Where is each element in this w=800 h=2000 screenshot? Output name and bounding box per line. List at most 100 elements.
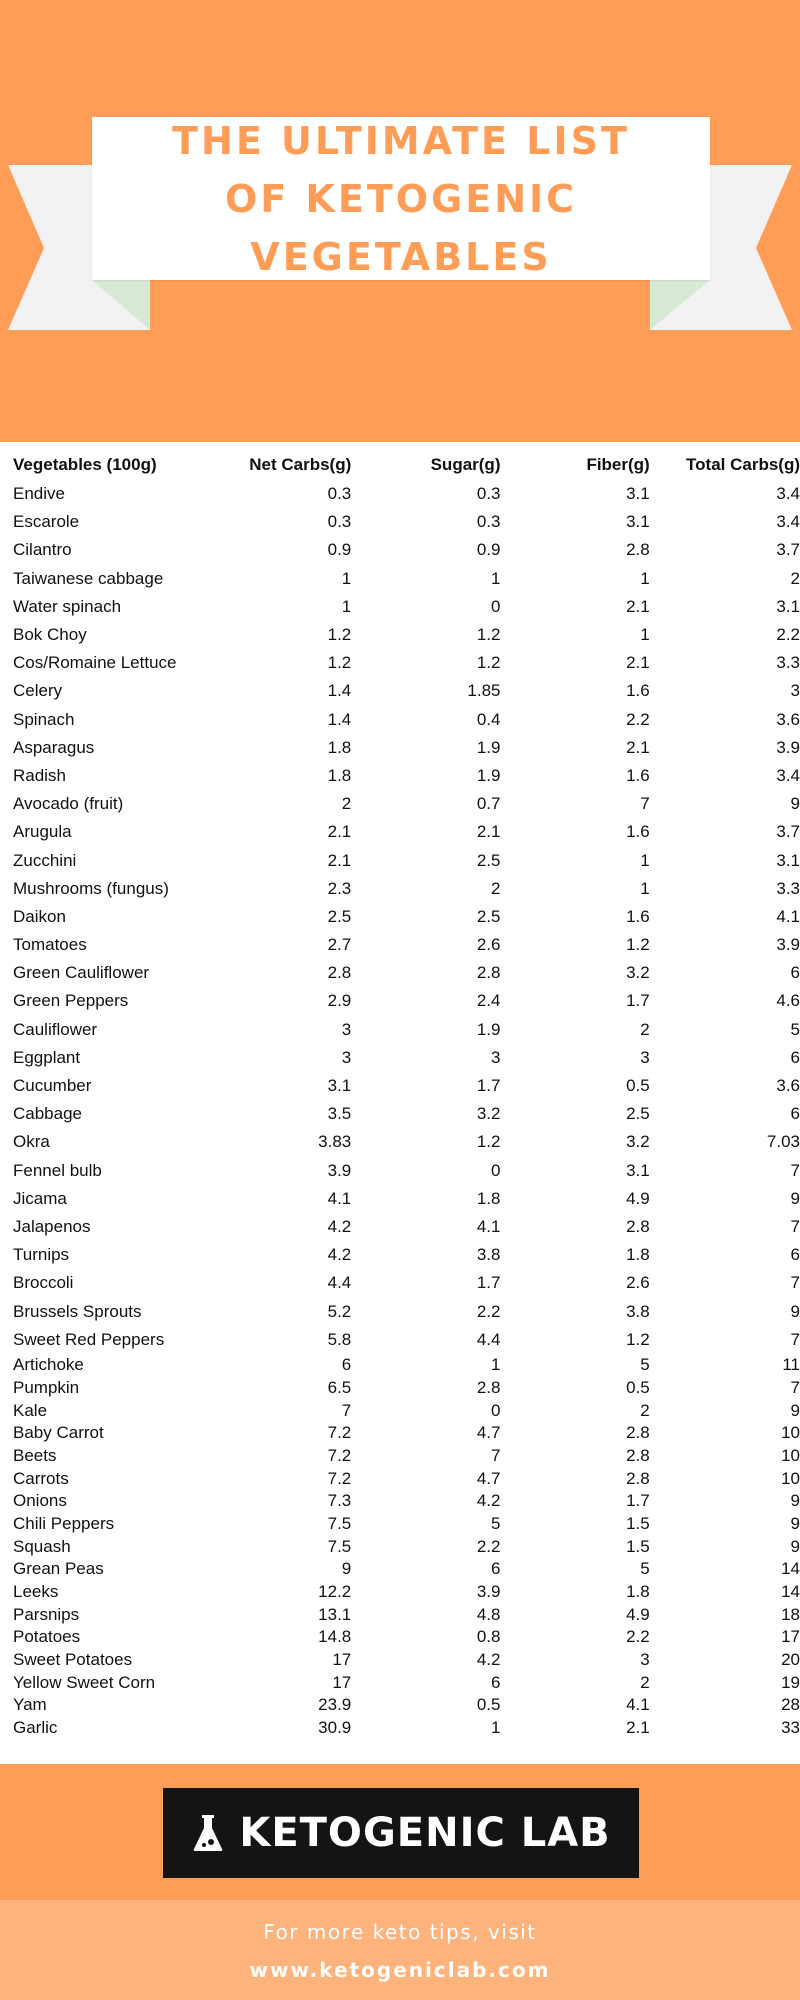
table-row: Jalapenos 4.2 4.1 2.8 7 (0, 1213, 800, 1241)
nutrient-value: 2.2 (476, 1301, 501, 1321)
vegetable-name: Zucchini (13, 850, 77, 870)
nutrient-value: 1 (491, 1355, 501, 1375)
nutrient-value: 4.7 (476, 1468, 501, 1488)
nutrient-value: 2.8 (476, 963, 501, 983)
vegetable-name: Cauliflower (13, 1019, 98, 1039)
nutrient-value: 17 (332, 1672, 352, 1692)
nutrient-value: 4.2 (327, 1245, 352, 1265)
nutrient-value: 3.4 (776, 512, 800, 532)
table-row: Sweet Red Peppers 5.8 4.4 1.2 7 (0, 1326, 800, 1354)
table-row: Spinach 1.4 0.4 2.2 3.6 (0, 706, 800, 734)
table-row: Cauliflower 3 1.9 2 5 (0, 1016, 800, 1044)
table-row: Baby Carrot 7.2 4.7 2.8 10 (0, 1422, 800, 1445)
table-row: Artichoke 6 1 5 11 (0, 1354, 800, 1377)
nutrient-value: 14 (781, 1559, 800, 1579)
nutrient-value: 9 (790, 1188, 800, 1208)
nutrient-value: 3.3 (776, 653, 800, 673)
nutrient-value: 4.2 (476, 1650, 501, 1670)
nutrient-value: 9 (790, 794, 800, 814)
nutrient-value: 6 (491, 1559, 501, 1579)
nutrient-value: 3.8 (476, 1245, 501, 1265)
vegetable-name: Squash (13, 1536, 71, 1556)
nutrient-value: 2.5 (476, 906, 501, 926)
nutrient-value: 5 (640, 1559, 650, 1579)
nutrient-value: 1 (640, 850, 650, 870)
nutrient-value: 1.8 (327, 737, 352, 757)
nutrient-value: 0.5 (626, 1377, 650, 1397)
nutrient-value: 28 (781, 1695, 800, 1715)
nutrient-value: 19 (781, 1672, 800, 1692)
nutrient-value: 2.5 (626, 1104, 650, 1124)
nutrient-value: 1.6 (626, 906, 650, 926)
nutrient-value: 1 (491, 568, 501, 588)
table-row: Jicama 4.1 1.8 4.9 9 (0, 1185, 800, 1213)
nutrient-value: 9 (790, 1536, 800, 1556)
vegetable-name: Endive (13, 484, 65, 504)
nutrient-value: 3.3 (776, 878, 800, 898)
table-row: Parsnips 13.1 4.8 4.9 18 (0, 1603, 800, 1626)
vegetable-name: Taiwanese cabbage (13, 568, 164, 588)
nutrient-value: 1.5 (626, 1513, 650, 1533)
nutrient-value: 3 (640, 1650, 650, 1670)
nutrient-value: 5.8 (327, 1329, 352, 1349)
nutrient-value: 5.2 (327, 1301, 352, 1321)
nutrient-value: 0.9 (476, 540, 501, 560)
nutrient-value: 3.4 (776, 765, 800, 785)
vegetable-name: Fennel bulb (13, 1160, 102, 1180)
nutrient-value: 2.1 (626, 737, 650, 757)
nutrient-value: 3.7 (776, 540, 800, 560)
nutrient-value: 13.1 (318, 1604, 352, 1624)
nutrient-value: 2.8 (626, 1445, 650, 1465)
vegetable-name: Celery (13, 681, 63, 701)
table-row: Fennel bulb 3.9 0 3.1 7 (0, 1157, 800, 1185)
nutrient-value: 1 (491, 1718, 501, 1738)
nutrient-value: 3.83 (318, 1132, 352, 1152)
table-row: Escarole 0.3 0.3 3.1 3.4 (0, 508, 800, 536)
nutrient-value: 0 (491, 1400, 501, 1420)
nutrient-value: 7.5 (327, 1536, 352, 1556)
nutrient-value: 20 (781, 1650, 800, 1670)
nutrient-value: 14.8 (318, 1627, 352, 1647)
nutrient-value: 11 (782, 1355, 800, 1375)
nutrient-value: 1 (640, 878, 650, 898)
nutrient-value: 17 (332, 1650, 352, 1670)
nutrient-value: 9 (790, 1491, 800, 1511)
nutrient-value: 7.03 (766, 1132, 800, 1152)
nutrient-value: 10 (781, 1445, 800, 1465)
nutrient-value: 1.7 (476, 1076, 501, 1096)
nutrient-value: 2.1 (327, 822, 352, 842)
nutrient-value: 9 (790, 1513, 800, 1533)
nutrient-value: 2.5 (327, 906, 352, 926)
table-row: Avocado (fruit) 2 0.7 7 9 (0, 790, 800, 818)
nutrient-value: 0.5 (626, 1076, 650, 1096)
vegetable-name: Avocado (fruit) (13, 794, 124, 814)
nutrient-value: 3.9 (776, 737, 800, 757)
vegetable-table: Vegetables (100g) Net Carbs(g) Sugar(g) … (0, 450, 800, 1740)
vegetable-name: Green Peppers (13, 991, 129, 1011)
footer-website-link[interactable]: www.ketogeniclab.com (249, 1958, 551, 1982)
nutrient-value: 2.1 (626, 1718, 650, 1738)
nutrient-value: 2 (640, 1400, 650, 1420)
nutrient-value: 2.4 (476, 991, 501, 1011)
vegetable-name: Leeks (13, 1582, 59, 1602)
nutrient-value: 0.5 (476, 1695, 501, 1715)
nutrient-value: 1.9 (476, 737, 501, 757)
nutrient-value: 1.2 (327, 653, 352, 673)
nutrient-value: 0.7 (476, 794, 501, 814)
table-row: Tomatoes 2.7 2.6 1.2 3.9 (0, 931, 800, 959)
nutrient-value: 4.1 (327, 1188, 352, 1208)
nutrient-value: 3.5 (327, 1104, 352, 1124)
vegetable-name: Sweet Potatoes (13, 1650, 133, 1670)
flask-icon (193, 1815, 223, 1851)
nutrient-value: 10 (781, 1468, 800, 1488)
nutrient-value: 1.8 (626, 1582, 650, 1602)
table-row: Cos/Romaine Lettuce 1.2 1.2 2.1 3.3 (0, 649, 800, 677)
nutrient-value: 6 (341, 1355, 352, 1375)
table-row: Asparagus 1.8 1.9 2.1 3.9 (0, 734, 800, 762)
nutrient-value: 4.9 (626, 1604, 650, 1624)
table-area: Vegetables (100g) Net Carbs(g) Sugar(g) … (0, 442, 800, 1764)
column-header: Net Carbs(g) (249, 455, 352, 474)
nutrient-value: 5 (790, 1019, 800, 1039)
column-header: Total Carbs(g) (686, 455, 800, 474)
column-header: Vegetables (100g) (13, 455, 157, 474)
